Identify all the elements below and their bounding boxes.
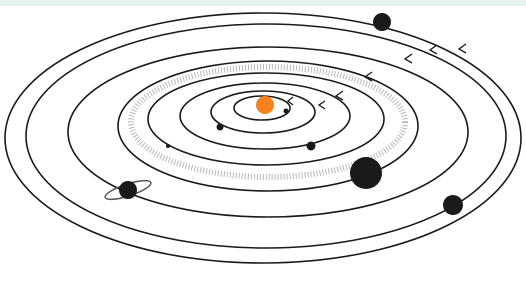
page: (() => { const data = JSON.parse(documen… xyxy=(0,0,526,290)
planet xyxy=(443,195,463,215)
solar-system-diagram xyxy=(0,0,526,290)
planet xyxy=(284,109,289,114)
planet xyxy=(307,142,316,151)
planet xyxy=(373,13,391,31)
top-strip xyxy=(0,0,526,6)
planet xyxy=(119,181,137,199)
planet xyxy=(217,124,224,131)
planet xyxy=(166,144,170,148)
sun xyxy=(256,96,274,114)
background xyxy=(0,0,526,290)
planet xyxy=(350,157,382,189)
